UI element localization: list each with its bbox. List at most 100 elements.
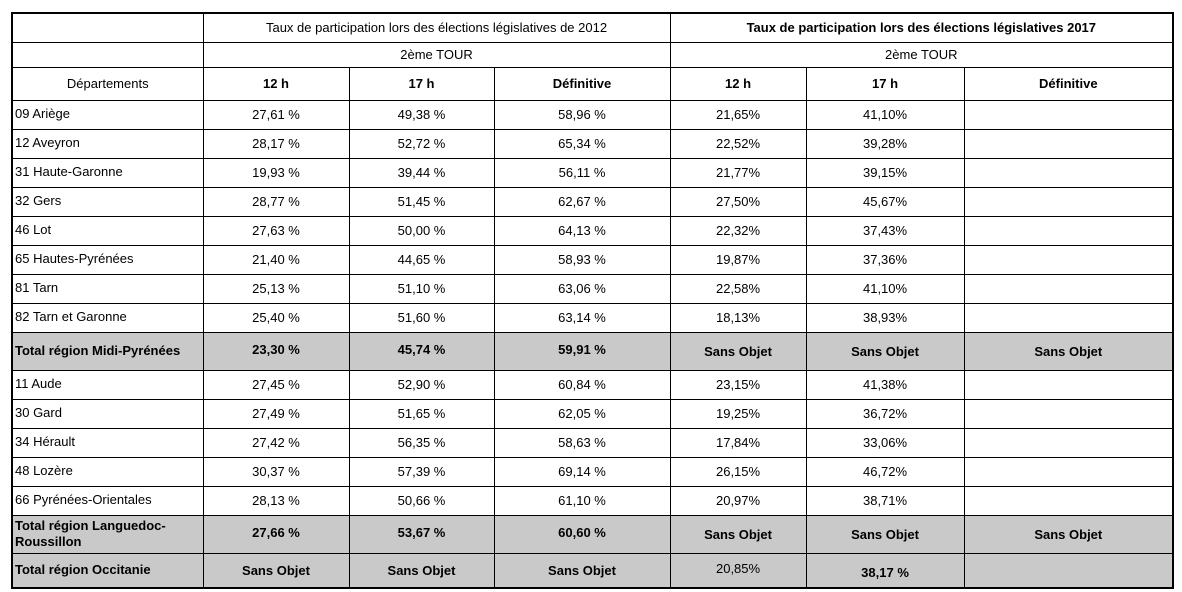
value-cell: Sans Objet xyxy=(202,552,350,589)
row-label: 81 Tarn xyxy=(11,273,204,304)
department-row: 48 Lozère 30,37 % 57,39 % 69,14 % 26,15% 46,7… xyxy=(11,456,1174,487)
department-row: 31 Haute-Garonne 19,93 % 39,44 % 56,11 % 21,… xyxy=(11,157,1174,188)
value-cell: 51,65 % xyxy=(348,398,495,429)
value-cell: Sans Objet xyxy=(963,331,1174,371)
header-row-titles: Taux de participation lors des élections… xyxy=(11,12,1174,43)
value-cell: 62,67 % xyxy=(493,186,671,217)
value-cell: 41,38% xyxy=(805,369,965,400)
value-cell: 58,63 % xyxy=(493,427,671,458)
department-row: 82 Tarn et Garonne 25,40 % 51,60 % 63,14 % 1… xyxy=(11,302,1174,333)
value-cell: 51,10 % xyxy=(348,273,495,304)
value-cell: 69,14 % xyxy=(493,456,671,487)
value-cell: 53,67 % xyxy=(348,514,495,554)
value-cell: 52,72 % xyxy=(348,128,495,159)
row-label: 82 Tarn et Garonne xyxy=(11,302,204,333)
row-label: 12 Aveyron xyxy=(11,128,204,159)
row-label: Total région Languedoc-Roussillon xyxy=(11,514,204,554)
department-row: 66 Pyrénées-Orientales 28,13 % 50,66 % 61,1… xyxy=(11,485,1174,516)
value-cell: 64,13 % xyxy=(493,215,671,246)
value-cell: 19,93 % xyxy=(202,157,350,188)
value-cell: 27,42 % xyxy=(202,427,350,458)
row-label: 46 Lot xyxy=(11,215,204,246)
value-cell: 62,05 % xyxy=(493,398,671,429)
value-cell: 23,30 % xyxy=(202,331,350,371)
value-cell: Sans Objet xyxy=(805,514,965,554)
value-cell: 28,13 % xyxy=(202,485,350,516)
value-cell xyxy=(963,244,1174,275)
value-cell: 21,65% xyxy=(669,99,807,130)
value-cell xyxy=(963,215,1174,246)
col-2017-definitive: Définitive xyxy=(963,66,1174,101)
value-cell: 51,45 % xyxy=(348,186,495,217)
value-cell: 18,13% xyxy=(669,302,807,333)
departements-header: Départements xyxy=(11,66,204,101)
row-label: 34 Hérault xyxy=(11,427,204,458)
value-cell xyxy=(963,186,1174,217)
header-2017-title: Taux de participation lors des élections… xyxy=(669,12,1174,43)
value-cell: 22,52% xyxy=(669,128,807,159)
value-cell: 19,87% xyxy=(669,244,807,275)
value-cell: 51,60 % xyxy=(348,302,495,333)
round-2017-label: 2ème TOUR xyxy=(669,41,1174,68)
col-2012-12h: 12 h xyxy=(202,66,350,101)
value-cell: 63,06 % xyxy=(493,273,671,304)
value-cell: 25,40 % xyxy=(202,302,350,333)
value-cell: 27,49 % xyxy=(202,398,350,429)
empty-corner-cell xyxy=(11,41,204,68)
row-label: Total région Occitanie xyxy=(11,552,204,589)
value-cell xyxy=(963,427,1174,458)
value-cell: 28,17 % xyxy=(202,128,350,159)
value-cell: 46,72% xyxy=(805,456,965,487)
value-cell: Sans Objet xyxy=(669,514,807,554)
value-cell: 38,71% xyxy=(805,485,965,516)
col-2017-17h: 17 h xyxy=(805,66,965,101)
row-label: 31 Haute-Garonne xyxy=(11,157,204,188)
value-cell xyxy=(963,302,1174,333)
value-cell: Sans Objet xyxy=(669,331,807,371)
value-cell: Sans Objet xyxy=(493,552,671,589)
value-cell: 38,17 % xyxy=(805,552,965,589)
value-cell: 23,15% xyxy=(669,369,807,400)
value-cell: 65,34 % xyxy=(493,128,671,159)
row-label: Total région Midi-Pyrénées xyxy=(11,331,204,371)
value-cell: 28,77 % xyxy=(202,186,350,217)
value-cell: 58,93 % xyxy=(493,244,671,275)
col-2012-definitive: Définitive xyxy=(493,66,671,101)
value-cell: 60,84 % xyxy=(493,369,671,400)
value-cell: 56,11 % xyxy=(493,157,671,188)
value-cell: 20,85% xyxy=(669,552,807,589)
value-cell: 27,45 % xyxy=(202,369,350,400)
value-cell: 39,28% xyxy=(805,128,965,159)
value-cell: 22,58% xyxy=(669,273,807,304)
value-cell: 20,97% xyxy=(669,485,807,516)
department-row: 65 Hautes-Pyrénées 21,40 % 44,65 % 58,93 % 1… xyxy=(11,244,1174,275)
value-cell: 45,67% xyxy=(805,186,965,217)
value-cell xyxy=(963,157,1174,188)
value-cell: 56,35 % xyxy=(348,427,495,458)
row-label: 65 Hautes-Pyrénées xyxy=(11,244,204,275)
value-cell: 38,93% xyxy=(805,302,965,333)
round-2012-label: 2ème TOUR xyxy=(202,41,671,68)
value-cell: 39,44 % xyxy=(348,157,495,188)
value-cell: 21,40 % xyxy=(202,244,350,275)
value-cell: 30,37 % xyxy=(202,456,350,487)
col-2017-12h: 12 h xyxy=(669,66,807,101)
header-row-round: 2ème TOUR 2ème TOUR xyxy=(11,41,1174,68)
row-label: 66 Pyrénées-Orientales xyxy=(11,485,204,516)
header-2012-title: Taux de participation lors des élections… xyxy=(202,12,671,43)
value-cell: 50,66 % xyxy=(348,485,495,516)
value-cell: 60,60 % xyxy=(493,514,671,554)
value-cell xyxy=(963,369,1174,400)
value-cell: Sans Objet xyxy=(348,552,495,589)
department-row: 30 Gard 27,49 % 51,65 % 62,05 % 19,25% 36,72% xyxy=(11,398,1174,429)
value-cell xyxy=(963,552,1174,589)
value-cell xyxy=(963,456,1174,487)
value-cell: 61,10 % xyxy=(493,485,671,516)
department-row: 34 Hérault 27,42 % 56,35 % 58,63 % 17,84% 33,… xyxy=(11,427,1174,458)
value-cell: 50,00 % xyxy=(348,215,495,246)
col-2012-17h: 17 h xyxy=(348,66,495,101)
total-region-row: Total région Occitanie Sans Objet Sans Obj… xyxy=(11,552,1174,589)
value-cell: 57,39 % xyxy=(348,456,495,487)
value-cell: 27,50% xyxy=(669,186,807,217)
